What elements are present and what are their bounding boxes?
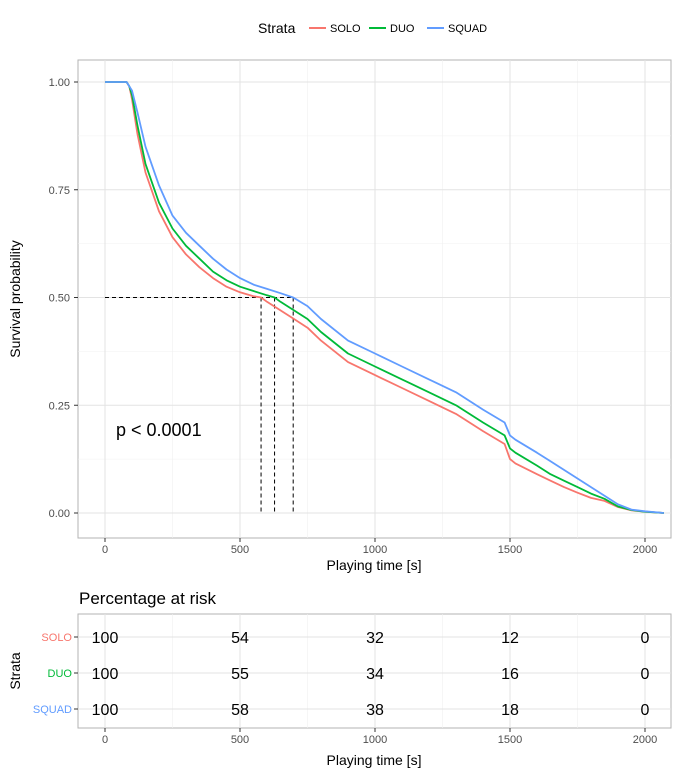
legend-label-squad: SQUAD <box>448 23 487 35</box>
x-tick-label: 1500 <box>498 544 522 556</box>
risk-cell: 0 <box>641 630 650 647</box>
y-tick-label: 0.75 <box>49 185 70 197</box>
x-tick-label: 1000 <box>363 544 387 556</box>
x-axis-label: Playing time [s] <box>327 557 422 573</box>
risk-table-row-labels: SOLO DUO SQUAD <box>33 632 78 716</box>
risk-cell: 0 <box>641 702 650 719</box>
series-line-squad <box>105 81 664 514</box>
risk-table-cells: 100 54 32 12 0 100 55 34 16 0 100 58 38 18 0 <box>92 630 650 719</box>
risk-cell: 100 <box>92 630 119 647</box>
risk-cell: 100 <box>92 702 119 719</box>
risk-table-title: Percentage at risk <box>79 589 217 608</box>
survival-plot: 0 500 1000 1500 2000 0.00 0.25 0.50 0.75 1.00 p <… <box>7 59 672 573</box>
x-tick-label: 1000 <box>363 734 387 746</box>
risk-cell: 12 <box>501 630 519 647</box>
series-line-duo <box>105 81 664 514</box>
risk-cell: 55 <box>231 666 249 683</box>
risk-cell: 100 <box>92 666 119 683</box>
x-tick-label: 0 <box>102 544 108 556</box>
y-tick-label: 0.25 <box>49 400 70 412</box>
y-tick-label: 0.50 <box>49 293 70 305</box>
x-tick-label: 2000 <box>633 734 657 746</box>
x-tick-label: 2000 <box>633 544 657 556</box>
risk-cell: 0 <box>641 666 650 683</box>
y-tick-label: 0.00 <box>49 508 70 520</box>
risk-row-label-solo: SOLO <box>41 632 72 644</box>
p-value-annotation: p < 0.0001 <box>116 420 202 440</box>
risk-cell: 34 <box>366 666 384 683</box>
series-lines <box>105 81 664 514</box>
risk-table-y-axis-label: Strata <box>7 652 23 690</box>
legend: Strata SOLO DUO SQUAD <box>258 20 487 36</box>
risk-cell: 54 <box>231 630 249 647</box>
risk-cell: 16 <box>501 666 519 683</box>
series-line-solo <box>105 81 664 514</box>
risk-table-x-axis-label: Playing time [s] <box>327 752 422 768</box>
legend-title: Strata <box>258 20 296 36</box>
risk-cell: 18 <box>501 702 519 719</box>
x-tick-label: 500 <box>231 544 249 556</box>
risk-row-label-squad: SQUAD <box>33 704 72 716</box>
risk-cell: 38 <box>366 702 384 719</box>
legend-label-duo: DUO <box>390 23 415 35</box>
risk-row-label-duo: DUO <box>48 668 73 680</box>
x-tick-label: 0 <box>102 734 108 746</box>
y-axis-label: Survival probability <box>7 240 23 358</box>
risk-cell: 58 <box>231 702 249 719</box>
axis-ticks: 0 500 1000 1500 2000 0.00 0.25 0.50 0.75 1.00 <box>49 77 658 556</box>
risk-table: Percentage at risk 0 500 1000 1500 2000 100 5… <box>7 589 672 768</box>
x-tick-label: 1500 <box>498 734 522 746</box>
x-tick-label: 500 <box>231 734 249 746</box>
risk-table-ticks: 0 500 1000 1500 2000 <box>102 728 657 746</box>
y-tick-label: 1.00 <box>49 77 70 89</box>
risk-table-grid <box>78 614 671 728</box>
risk-cell: 32 <box>366 630 384 647</box>
legend-label-solo: SOLO <box>330 23 361 35</box>
